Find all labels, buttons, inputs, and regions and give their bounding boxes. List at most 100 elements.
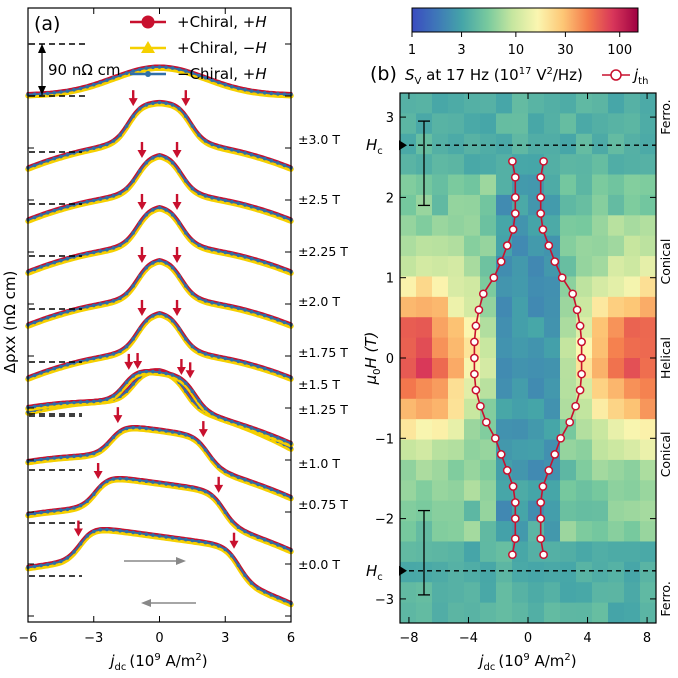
jth-point: [538, 482, 548, 491]
threshold-arrow-head: [181, 98, 191, 107]
heatmap-cell: [448, 582, 465, 604]
heatmap-cell: [560, 358, 577, 379]
data-point: [85, 252, 89, 256]
heatmap-cell: [528, 582, 545, 604]
data-point: [45, 562, 50, 567]
heatmap-cell: [432, 296, 449, 318]
heatmap-cell: [496, 337, 513, 359]
data-point: [282, 215, 287, 220]
data-point: [118, 476, 122, 481]
heatmap-cell: [512, 358, 529, 379]
heatmap-cell: [544, 419, 561, 440]
heatmap-cell: [432, 235, 449, 257]
panel-a-label: (a): [34, 13, 60, 35]
heatmap-cell: [560, 174, 577, 196]
data-point: [236, 253, 241, 258]
heatmap-cell: [480, 296, 497, 318]
colorbar-ticks: 1 3 10 30 100: [408, 32, 632, 58]
heatmap-cell: [464, 541, 481, 563]
data-point: [230, 147, 234, 152]
panel-a-threshold-arrows: [73, 90, 239, 549]
data-point: [223, 510, 228, 514]
heatmap-cell: [432, 480, 449, 502]
heatmap-cell: [400, 256, 417, 277]
data-point: [170, 373, 175, 377]
data-point: [59, 559, 63, 564]
data-point: [184, 231, 188, 235]
heatmap-cell: [496, 296, 513, 318]
data-point: [85, 453, 89, 457]
heatmap-cell: [640, 541, 657, 563]
data-point: [203, 540, 208, 545]
threshold-arrow: [137, 141, 147, 158]
colorbar: [411, 7, 639, 33]
data-point: [45, 509, 50, 514]
data-point: [276, 92, 280, 96]
data-point: [243, 151, 247, 155]
threshold-arrow-head: [113, 415, 123, 424]
heatmap-cell: [576, 93, 593, 114]
heatmap-cell: [400, 215, 417, 237]
phase-label: Conical: [658, 239, 673, 285]
threshold-arrow: [73, 520, 83, 537]
heatmap-cell: [640, 174, 657, 196]
heatmap-cell: [464, 398, 481, 420]
data-point: [197, 487, 201, 492]
data-point: [131, 284, 135, 288]
heatmap-cell: [624, 378, 641, 400]
threshold-arrow: [137, 193, 147, 210]
data-point: [262, 156, 267, 161]
heatmap-cell: [576, 276, 593, 298]
heatmap-cell: [544, 582, 561, 604]
data-point: [85, 499, 89, 504]
heatmap-cell: [640, 194, 657, 216]
data-point: [276, 213, 280, 217]
heatmap-cell: [544, 378, 561, 400]
heatmap-cell: [560, 500, 577, 522]
data-point: [262, 431, 267, 435]
data-point: [72, 400, 76, 405]
heatmap-cell: [608, 459, 625, 481]
heatmap-cell: [608, 337, 625, 359]
heatmap-cell: [592, 235, 609, 257]
data-point: [223, 198, 228, 203]
data-point: [256, 535, 260, 539]
series-minus-chiral: [27, 528, 292, 605]
data-point: [184, 433, 188, 437]
data-point: [72, 88, 76, 92]
heatmap-cell: [480, 602, 497, 624]
data-point: [269, 433, 274, 438]
hc-label: Hc: [366, 136, 383, 157]
jth-point: [510, 514, 520, 523]
heatmap-cell: [512, 459, 529, 481]
data-point: [118, 349, 122, 354]
heatmap-cell: [592, 480, 609, 502]
panel-a-field-labels: ±3.0 T ±2.5 T ±2.25 T ±2.0 T ±1.75 T ±1.5 T ±1…: [298, 132, 348, 572]
data-point: [59, 90, 63, 94]
data-point: [249, 426, 254, 430]
heatmap-cell: [512, 398, 529, 420]
hc-label-main: H: [366, 562, 377, 580]
heatmap-cell: [496, 582, 513, 604]
heatmap-cell: [608, 276, 625, 298]
data-point: [282, 163, 287, 168]
data-point: [59, 508, 63, 512]
data-point: [92, 146, 96, 150]
heatmap-cell: [608, 500, 625, 522]
data-point: [124, 124, 129, 128]
jth-point: [496, 450, 506, 459]
data-point: [216, 249, 221, 253]
legend-label-text: −Chiral, +: [177, 65, 255, 83]
x-tick-label: 3: [221, 631, 229, 646]
threshold-arrow: [172, 246, 182, 263]
data-point: [105, 527, 109, 532]
data-point: [249, 532, 254, 537]
phase-label: Ferro.: [658, 99, 673, 134]
colorbar-tick-label: 30: [557, 43, 574, 58]
heatmap-cell: [496, 113, 513, 135]
heatmap-cell: [608, 215, 625, 237]
series-minus-h: [25, 369, 294, 452]
data-point: [52, 260, 57, 265]
data-point: [210, 78, 214, 82]
sweep-direction-arrows: [124, 557, 196, 607]
